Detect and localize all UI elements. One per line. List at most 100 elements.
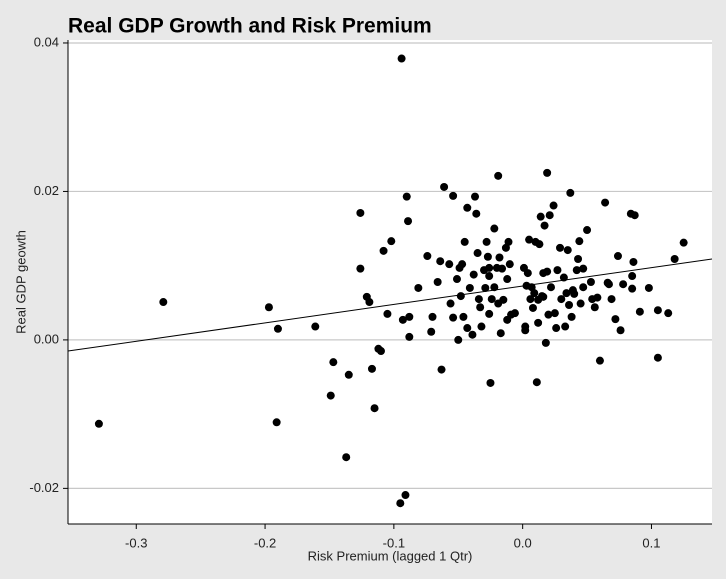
point — [485, 309, 494, 318]
point — [456, 292, 465, 301]
point — [579, 264, 588, 273]
point — [607, 295, 616, 304]
point — [528, 303, 537, 312]
point — [543, 168, 552, 177]
point — [463, 203, 472, 212]
y-tick-label: 0.02 — [34, 183, 59, 198]
point — [679, 238, 688, 247]
point — [342, 453, 351, 462]
y-axis-label: Real GDP geowth — [13, 230, 28, 334]
point — [566, 188, 575, 197]
point — [402, 192, 411, 201]
point — [476, 303, 485, 312]
point — [653, 353, 662, 362]
point — [367, 364, 376, 373]
point — [482, 237, 491, 246]
point — [557, 295, 566, 304]
point — [604, 280, 613, 289]
point — [536, 212, 545, 221]
point — [460, 237, 469, 246]
point — [579, 283, 588, 292]
trend-line — [67, 258, 713, 352]
point — [452, 275, 461, 284]
point — [326, 391, 335, 400]
point — [552, 324, 561, 333]
point — [376, 347, 385, 356]
point — [423, 252, 432, 261]
y-tick-label: 0.04 — [34, 34, 59, 49]
point — [544, 310, 553, 319]
point — [379, 246, 388, 255]
point — [619, 280, 628, 289]
chart-title: Real GDP Growth and Risk Premium — [68, 15, 432, 38]
point — [534, 318, 543, 327]
point — [387, 237, 396, 246]
x-tick-label: -0.2 — [254, 535, 276, 550]
point — [653, 306, 662, 315]
point — [601, 198, 610, 207]
x-axis-label: Risk Premium (lagged 1 Qtr) — [308, 548, 473, 563]
point — [547, 283, 555, 292]
point — [264, 303, 273, 312]
point — [496, 329, 505, 338]
point — [630, 211, 639, 220]
point — [586, 278, 595, 286]
point — [459, 312, 468, 321]
point — [454, 335, 463, 344]
point — [499, 295, 508, 304]
point — [510, 309, 519, 318]
point — [572, 266, 581, 275]
point — [159, 298, 168, 307]
point — [628, 272, 637, 281]
point — [629, 257, 638, 266]
point — [553, 266, 562, 275]
point — [494, 171, 503, 180]
point — [616, 326, 625, 335]
y-tick-label: 0.00 — [34, 331, 59, 346]
point — [397, 54, 406, 63]
point — [498, 264, 507, 273]
point — [433, 278, 442, 286]
point — [521, 322, 530, 331]
point — [365, 298, 374, 307]
point — [590, 303, 599, 312]
point — [329, 358, 338, 367]
point — [445, 260, 454, 269]
point — [549, 201, 558, 210]
point — [575, 237, 584, 246]
point — [344, 370, 353, 379]
point — [404, 217, 413, 226]
x-tick-label: -0.1 — [383, 535, 405, 550]
point — [440, 182, 449, 191]
point — [446, 299, 455, 308]
point — [523, 269, 532, 278]
point — [383, 309, 392, 318]
point — [635, 307, 644, 316]
point — [593, 293, 602, 302]
point — [398, 315, 407, 324]
point — [613, 252, 622, 261]
point — [561, 322, 570, 331]
point — [505, 260, 514, 269]
point — [311, 322, 320, 331]
point — [428, 312, 437, 321]
point — [628, 284, 637, 293]
point — [94, 419, 103, 428]
point — [427, 327, 436, 336]
y-tick-label: -0.02 — [29, 480, 59, 495]
x-tick-label: 0.1 — [642, 535, 660, 550]
point — [468, 330, 477, 339]
point — [414, 283, 423, 292]
point — [535, 240, 544, 249]
point — [487, 295, 496, 304]
point — [543, 267, 552, 276]
plot-area — [68, 40, 712, 524]
point — [576, 299, 585, 308]
point — [356, 264, 365, 273]
point — [486, 378, 495, 387]
point — [485, 272, 494, 281]
point — [644, 283, 653, 292]
point — [563, 246, 572, 255]
point — [449, 191, 458, 200]
